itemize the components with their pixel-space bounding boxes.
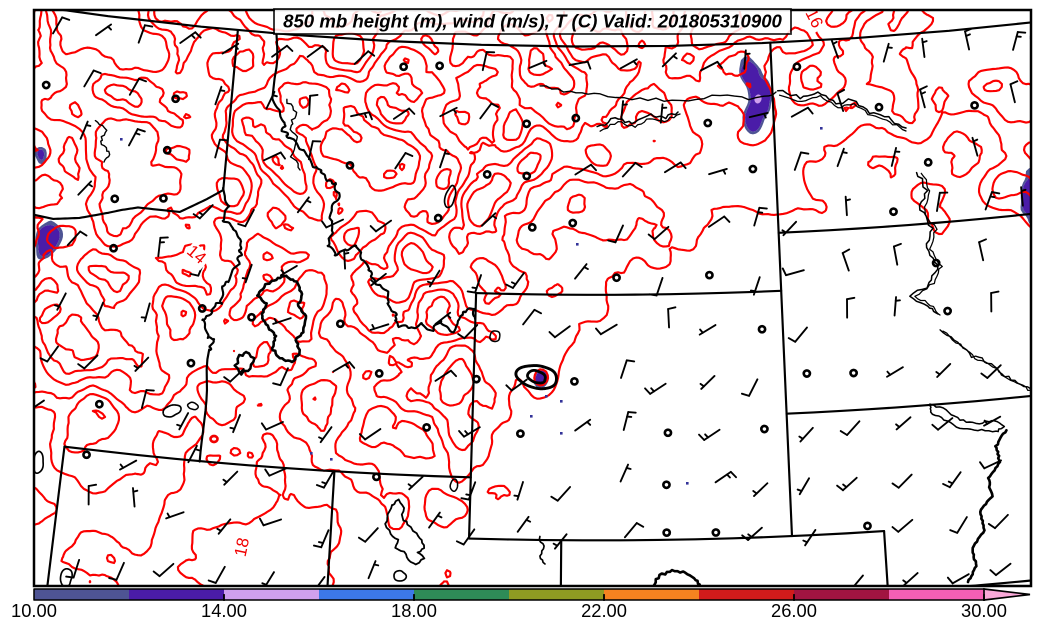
svg-text:18.00: 18.00 xyxy=(391,600,437,621)
svg-text:30.00: 30.00 xyxy=(961,600,1007,621)
svg-text:10.00: 10.00 xyxy=(11,600,57,621)
svg-text:26.00: 26.00 xyxy=(771,600,817,621)
svg-text:850 mb height (m), wind (m/s),: 850 mb height (m), wind (m/s), T (C) Val… xyxy=(283,11,782,32)
svg-text:18: 18 xyxy=(231,536,254,558)
svg-text:22.00: 22.00 xyxy=(581,600,627,621)
svg-text:14.00: 14.00 xyxy=(201,600,247,621)
